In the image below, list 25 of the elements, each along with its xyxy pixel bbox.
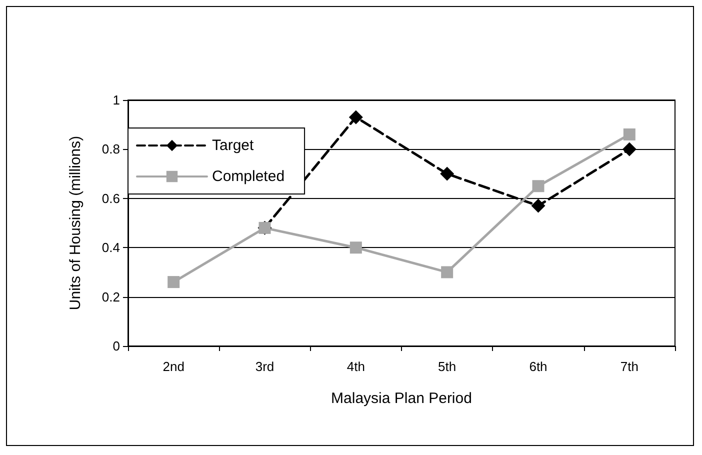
x-tick-label: 3rd bbox=[255, 359, 274, 374]
x-tick-label: 6th bbox=[529, 359, 548, 374]
x-tick-label: 7th bbox=[620, 359, 638, 374]
y-axis-title: Units of Housing (millions) bbox=[67, 136, 84, 310]
point bbox=[623, 128, 636, 140]
y-tick-label: 0.4 bbox=[102, 240, 120, 256]
y-tick-label: 0 bbox=[112, 338, 120, 354]
x-tick-label: 5th bbox=[438, 359, 456, 374]
point bbox=[350, 242, 362, 254]
y-tick-label: 0.2 bbox=[102, 289, 120, 304]
y-tick-label: 1 bbox=[112, 92, 120, 108]
x-axis-title: Malaysia Plan Period bbox=[331, 390, 472, 407]
x-tick-label: 4th bbox=[346, 359, 365, 374]
point bbox=[440, 166, 454, 181]
point bbox=[622, 142, 636, 156]
x-tick-label: 2nd bbox=[162, 359, 184, 374]
point bbox=[441, 266, 454, 278]
point bbox=[348, 110, 363, 124]
point bbox=[168, 276, 180, 288]
point bbox=[532, 180, 544, 192]
legend-label: Target bbox=[212, 137, 255, 154]
legend-label: Completed bbox=[212, 168, 285, 185]
point bbox=[531, 198, 546, 213]
y-tick-label: 0.8 bbox=[102, 142, 120, 157]
y-tick-label: 0.6 bbox=[102, 190, 120, 206]
